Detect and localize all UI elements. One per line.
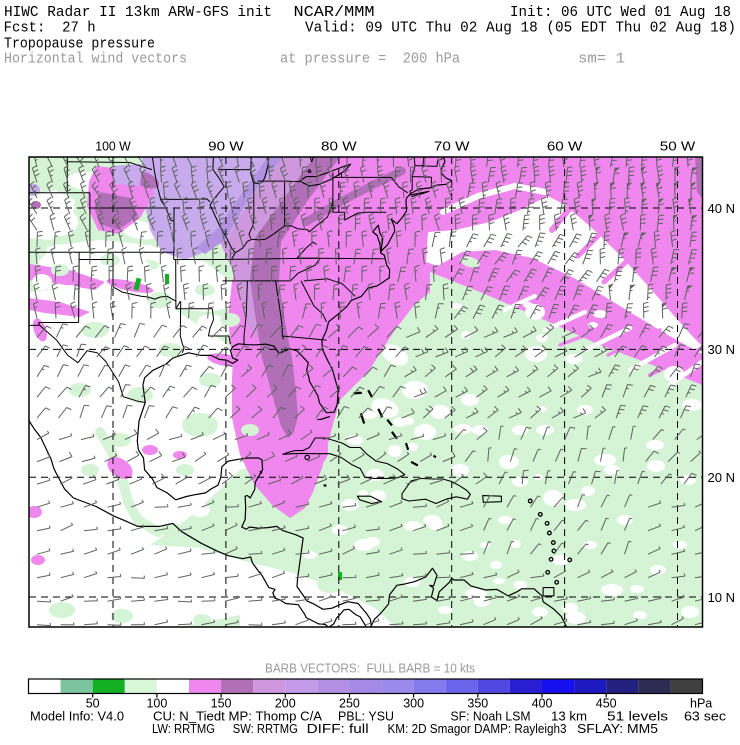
- svg-text:350: 350: [467, 697, 488, 711]
- svg-text:DIFF: full: DIFF: full: [307, 722, 369, 736]
- svg-text:at pressure = 200 hPa: at pressure = 200 hPa: [280, 51, 460, 67]
- svg-text:PBL: YSU: PBL: YSU: [338, 710, 394, 724]
- svg-text:LW: RRTMG: LW: RRTMG: [152, 722, 215, 736]
- svg-text:Valid: 09 UTC Thu 02 Aug 18 (0: Valid: 09 UTC Thu 02 Aug 18 (05 EDT Thu …: [305, 21, 736, 37]
- svg-text:100: 100: [146, 697, 167, 711]
- svg-text:Init: 06 UTC Wed 01 Aug 18: Init: 06 UTC Wed 01 Aug 18: [510, 5, 731, 21]
- svg-text:SW: RRTMG: SW: RRTMG: [233, 722, 298, 736]
- svg-text:50 W: 50 W: [660, 139, 696, 154]
- svg-text:NCAR/MMM: NCAR/MMM: [294, 5, 375, 21]
- svg-text:10 N: 10 N: [708, 590, 736, 605]
- svg-text:250: 250: [339, 697, 360, 711]
- svg-text:BARB VECTORS: FULL BARB = 10: BARB VECTORS: FULL BARB = 10 kts: [265, 662, 475, 676]
- svg-text:400: 400: [532, 697, 553, 711]
- svg-text:Model Info: V4.0: Model Info: V4.0: [30, 710, 124, 724]
- svg-text:SF: Noah LSM: SF: Noah LSM: [451, 710, 531, 724]
- svg-text:SFLAY: MM5: SFLAY: MM5: [577, 722, 658, 736]
- svg-text:450: 450: [596, 697, 617, 711]
- svg-text:300: 300: [403, 697, 424, 711]
- svg-text:100 W: 100 W: [95, 139, 131, 154]
- svg-text:HIWC Radar II 13km ARW-GFS ini: HIWC Radar II 13km ARW-GFS init: [4, 5, 272, 21]
- svg-text:Fcst: 27 h: Fcst: 27 h: [4, 21, 96, 37]
- svg-text:70 W: 70 W: [434, 139, 470, 154]
- svg-text:80 W: 80 W: [321, 139, 357, 154]
- svg-text:20 N: 20 N: [708, 470, 736, 485]
- svg-text:90 W: 90 W: [208, 139, 244, 154]
- svg-text:60 W: 60 W: [547, 139, 583, 154]
- svg-text:200: 200: [275, 697, 296, 711]
- svg-text:51 levels: 51 levels: [607, 710, 668, 724]
- svg-text:13 km: 13 km: [551, 710, 587, 724]
- svg-text:150: 150: [211, 697, 232, 711]
- svg-text:50: 50: [86, 697, 100, 711]
- svg-text:sm= 1: sm= 1: [578, 51, 625, 67]
- svg-text:CU: N_Tiedt MP: Thomp C/A: CU: N_Tiedt MP: Thomp C/A: [153, 710, 323, 724]
- svg-text:40 N: 40 N: [708, 201, 736, 216]
- svg-text:Horizontal wind vectors: Horizontal wind vectors: [4, 51, 187, 67]
- svg-text:hPa: hPa: [690, 697, 712, 711]
- svg-text:Tropopause pressure: Tropopause pressure: [4, 37, 155, 53]
- svg-text:KM: 2D Smagor DAMP: Rayleigh3: KM: 2D Smagor DAMP: Rayleigh3: [388, 722, 567, 736]
- svg-text:30 N: 30 N: [708, 342, 736, 357]
- svg-text:63 sec: 63 sec: [684, 710, 726, 724]
